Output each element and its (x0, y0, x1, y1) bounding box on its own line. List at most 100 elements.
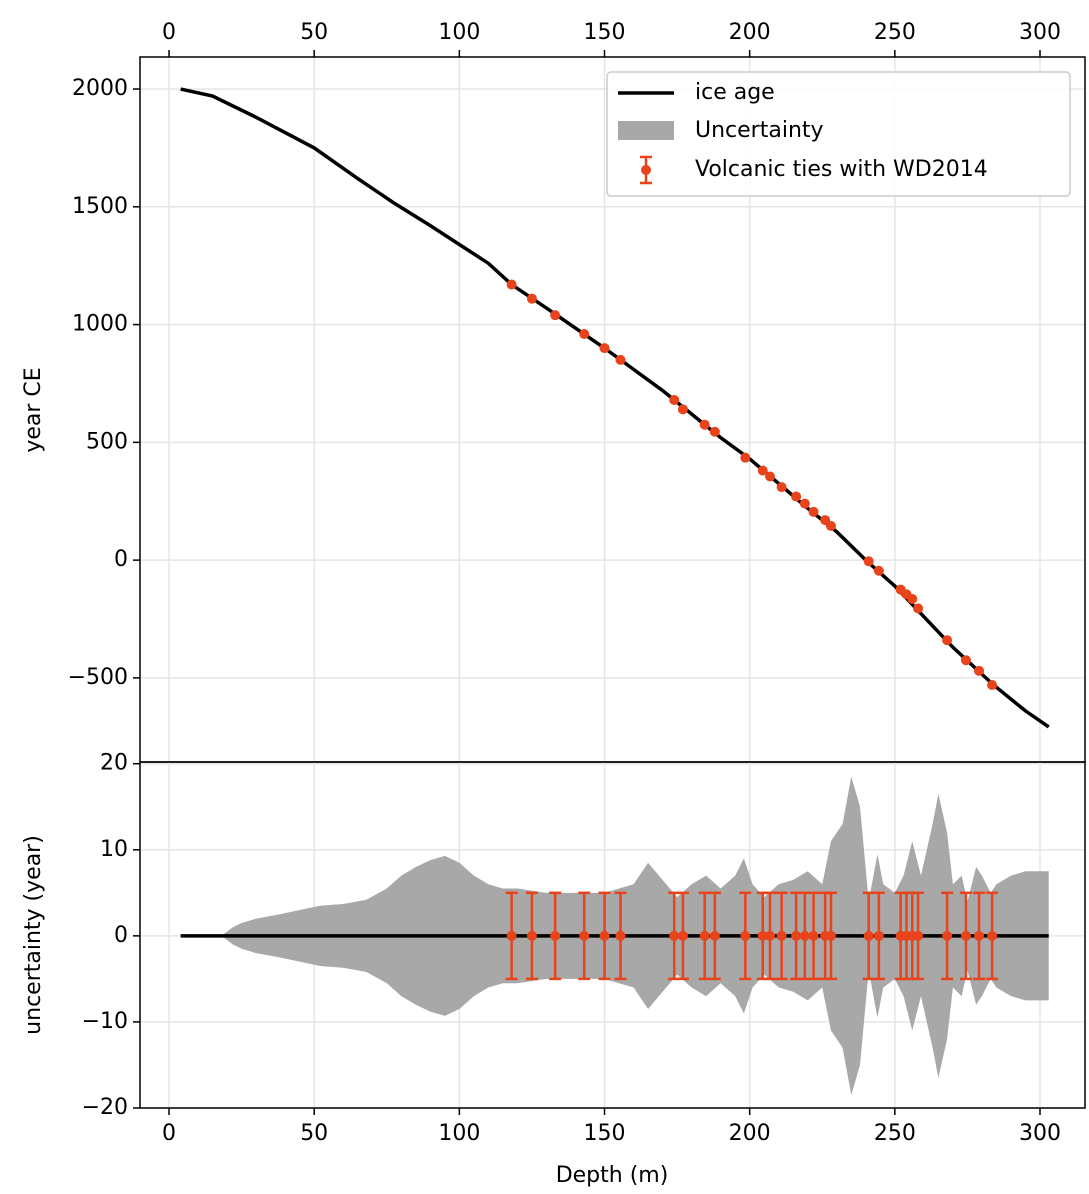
x-tick-label: 300 (1019, 1121, 1061, 1146)
marker (579, 930, 590, 941)
marker (942, 635, 953, 646)
legend-label: Volcanic ties with WD2014 (695, 157, 988, 182)
marker (526, 930, 537, 941)
marker (808, 506, 819, 517)
marker (740, 930, 751, 941)
y-tick-label: 500 (86, 429, 128, 454)
y-tick-label: −20 (82, 1095, 128, 1120)
x-tick-label: 250 (874, 1121, 916, 1146)
marker (791, 491, 802, 502)
y-tick-label: −500 (68, 665, 128, 690)
error-bar (912, 891, 925, 981)
error-bar (708, 891, 721, 981)
y-axis-label: uncertainty (year) (21, 835, 46, 1035)
error-bar (986, 891, 999, 981)
x-axis-label: Depth (m) (556, 1163, 669, 1188)
y-tick-label: 10 (100, 837, 128, 862)
marker (699, 930, 710, 941)
marker (669, 394, 680, 405)
marker (913, 603, 924, 614)
x-tick-label: 250 (874, 20, 916, 45)
plot-area (180, 87, 1050, 729)
marker (599, 343, 610, 354)
marker (863, 556, 874, 567)
y-tick-label: 1500 (72, 194, 128, 219)
marker (974, 665, 985, 676)
marker (740, 452, 751, 463)
marker (757, 930, 768, 941)
marker (550, 310, 561, 321)
y-tick-label: 0 (114, 923, 128, 948)
marker (825, 930, 836, 941)
marker (765, 471, 775, 482)
marker (506, 930, 517, 941)
y-tick-label: 1000 (72, 312, 128, 337)
axes-frame (139, 761, 1086, 1109)
error-bar (764, 891, 776, 981)
marker (550, 930, 561, 941)
marker (942, 930, 953, 941)
marker (765, 930, 775, 941)
y-tick-label: −10 (82, 1009, 128, 1034)
marker (825, 520, 836, 531)
marker (873, 565, 884, 576)
x-tick-label: 50 (300, 1121, 328, 1146)
y-tick-label: 0 (114, 547, 128, 572)
error-bar (941, 891, 954, 981)
marker (669, 930, 680, 941)
error-bar (739, 891, 752, 981)
error-bar (807, 891, 820, 981)
marker (799, 498, 810, 509)
marker (960, 930, 971, 941)
marker (757, 465, 768, 476)
marker (615, 354, 626, 365)
error-bar (862, 891, 875, 981)
y-axis-label: year CE (21, 367, 46, 452)
x-tick-label: 200 (729, 1121, 771, 1146)
legend-marker (641, 165, 651, 175)
error-bar (775, 891, 788, 981)
x-tick-label: 100 (438, 20, 480, 45)
error-bar (872, 891, 885, 981)
error-bar (798, 891, 811, 981)
error-bar (824, 891, 837, 981)
marker (579, 329, 590, 340)
error-bar (959, 891, 972, 981)
x-tick-label: 300 (1019, 20, 1061, 45)
x-tick-label: 150 (584, 1121, 626, 1146)
plot-area (180, 776, 1049, 1096)
marker (526, 293, 537, 304)
marker (709, 426, 720, 437)
marker (791, 930, 802, 941)
error-bar (505, 891, 518, 981)
marker (873, 930, 884, 941)
error-bar (549, 891, 562, 981)
line (180, 87, 1050, 729)
marker (907, 593, 918, 604)
marker (974, 930, 985, 941)
error-bar (578, 891, 591, 981)
error-bar (598, 891, 611, 981)
marker (615, 930, 626, 941)
legend-box (606, 71, 1071, 197)
marker (863, 930, 874, 941)
legend: ice age Uncertainty Volcanic ties with WD2… (606, 71, 1071, 197)
legend-swatch (618, 121, 674, 140)
marker (506, 279, 517, 290)
y-tick-label: 20 (100, 751, 128, 776)
error-bar (973, 891, 986, 981)
marker (677, 404, 688, 415)
x-tick-label: 50 (300, 20, 328, 45)
marker (776, 482, 787, 493)
x-tick-label: 100 (438, 1121, 480, 1146)
marker (776, 930, 787, 941)
marker (699, 419, 710, 430)
x-tick-label: 200 (729, 20, 771, 45)
marker (799, 930, 810, 941)
x-tick-label: 150 (584, 20, 626, 45)
marker (709, 930, 720, 941)
marker (677, 930, 688, 941)
x-tick-label: 0 (162, 1121, 176, 1146)
marker (987, 930, 998, 941)
